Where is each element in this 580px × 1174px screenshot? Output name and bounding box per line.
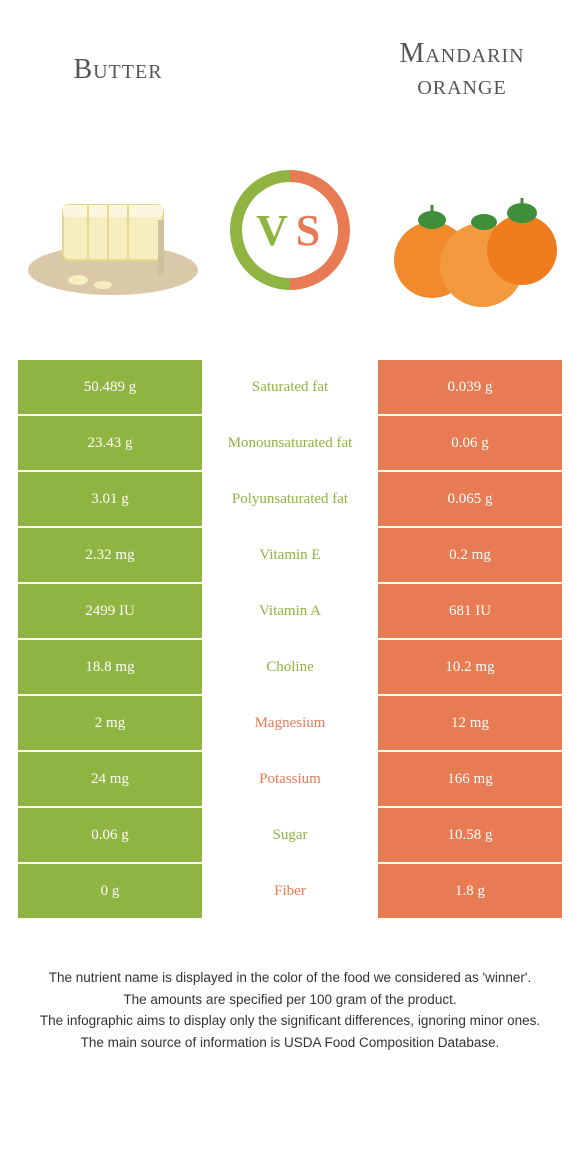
nutrient-label: Monounsaturated fat xyxy=(202,416,378,470)
right-value-cell: 166 mg xyxy=(378,752,562,806)
nutrient-label: Vitamin E xyxy=(202,528,378,582)
vs-row: V S xyxy=(18,130,562,330)
left-value-cell: 24 mg xyxy=(18,752,202,806)
footer-line: The amounts are specified per 100 gram o… xyxy=(36,990,544,1010)
table-row: 23.43 gMonounsaturated fat0.06 g xyxy=(18,416,562,470)
footer-line: The nutrient name is displayed in the co… xyxy=(36,968,544,988)
left-food-title: Butter xyxy=(18,54,218,86)
table-row: 2.32 mgVitamin E0.2 mg xyxy=(18,528,562,582)
table-row: 50.489 gSaturated fat0.039 g xyxy=(18,360,562,414)
vs-badge: V S xyxy=(225,165,355,295)
header-row: Butter Mandarin orange xyxy=(18,20,562,120)
nutrient-label: Fiber xyxy=(202,864,378,918)
table-row: 2499 IUVitamin A681 IU xyxy=(18,584,562,638)
left-value-cell: 2.32 mg xyxy=(18,528,202,582)
right-value-cell: 0.2 mg xyxy=(378,528,562,582)
nutrient-label: Potassium xyxy=(202,752,378,806)
right-food-image xyxy=(372,150,562,310)
nutrient-label: Magnesium xyxy=(202,696,378,750)
table-row: 3.01 gPolyunsaturated fat0.065 g xyxy=(18,472,562,526)
table-row: 24 mgPotassium166 mg xyxy=(18,752,562,806)
right-value-cell: 1.8 g xyxy=(378,864,562,918)
right-value-cell: 10.2 mg xyxy=(378,640,562,694)
comparison-table: 50.489 gSaturated fat0.039 g23.43 gMonou… xyxy=(18,360,562,918)
right-value-cell: 0.06 g xyxy=(378,416,562,470)
footer-notes: The nutrient name is displayed in the co… xyxy=(18,968,562,1052)
nutrient-label: Polyunsaturated fat xyxy=(202,472,378,526)
left-value-cell: 2 mg xyxy=(18,696,202,750)
footer-line: The main source of information is USDA F… xyxy=(36,1033,544,1053)
svg-text:V: V xyxy=(256,206,288,255)
left-value-cell: 0.06 g xyxy=(18,808,202,862)
left-value-cell: 18.8 mg xyxy=(18,640,202,694)
footer-line: The infographic aims to display only the… xyxy=(36,1011,544,1031)
right-food-title: Mandarin orange xyxy=(362,38,562,102)
left-value-cell: 3.01 g xyxy=(18,472,202,526)
nutrient-label: Choline xyxy=(202,640,378,694)
left-value-cell: 23.43 g xyxy=(18,416,202,470)
left-food-image xyxy=(18,150,208,310)
left-value-cell: 0 g xyxy=(18,864,202,918)
right-value-cell: 681 IU xyxy=(378,584,562,638)
table-row: 18.8 mgCholine10.2 mg xyxy=(18,640,562,694)
right-value-cell: 12 mg xyxy=(378,696,562,750)
table-row: 0 gFiber1.8 g xyxy=(18,864,562,918)
svg-text:S: S xyxy=(296,206,320,255)
nutrient-label: Saturated fat xyxy=(202,360,378,414)
table-row: 0.06 gSugar10.58 g xyxy=(18,808,562,862)
nutrient-label: Sugar xyxy=(202,808,378,862)
right-value-cell: 0.065 g xyxy=(378,472,562,526)
left-value-cell: 50.489 g xyxy=(18,360,202,414)
table-row: 2 mgMagnesium12 mg xyxy=(18,696,562,750)
nutrient-label: Vitamin A xyxy=(202,584,378,638)
right-value-cell: 10.58 g xyxy=(378,808,562,862)
right-value-cell: 0.039 g xyxy=(378,360,562,414)
left-value-cell: 2499 IU xyxy=(18,584,202,638)
